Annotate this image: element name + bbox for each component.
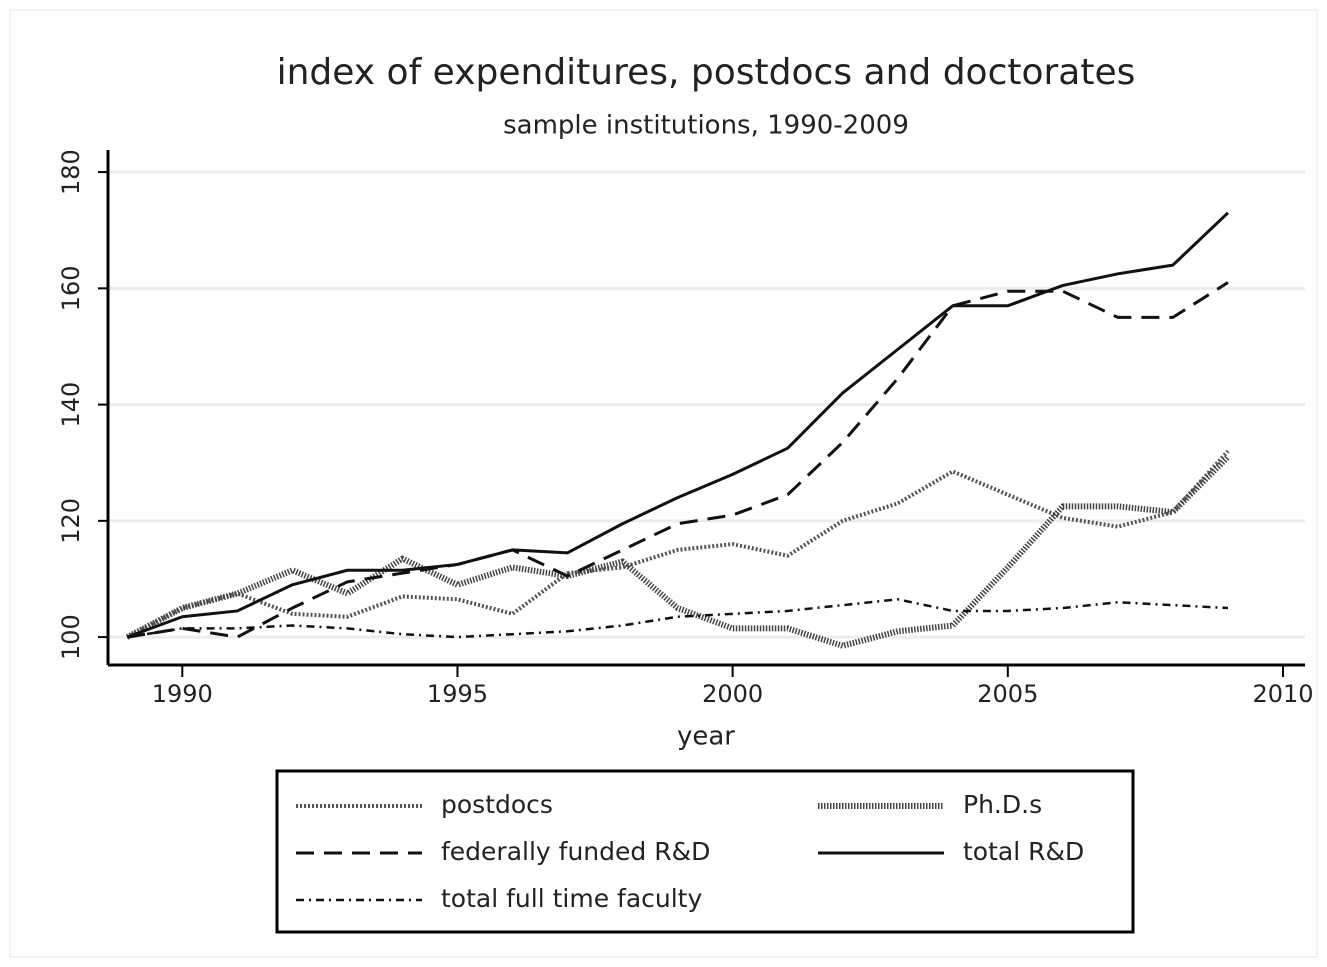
legend-label: Ph.D.s (963, 790, 1042, 819)
series-line (126, 449, 1230, 639)
legend-label: total full time faculty (441, 884, 702, 913)
y-tick-label: 180 (57, 149, 85, 195)
x-tick-label: 2005 (977, 680, 1038, 708)
legend-label: postdocs (441, 790, 553, 819)
chart-subtitle: sample institutions, 1990-2009 (503, 111, 909, 141)
x-axis-title: year (677, 722, 735, 752)
legend-label: total R&D (963, 837, 1084, 866)
chart-title: index of expenditures, postdocs and doct… (277, 52, 1136, 93)
y-tick-label: 140 (57, 382, 85, 428)
y-tick-label: 120 (57, 498, 85, 544)
x-tick-label: 2000 (702, 680, 763, 708)
y-tick-label: 100 (57, 614, 85, 660)
series-line (126, 211, 1229, 639)
x-tick-label: 1995 (427, 680, 488, 708)
x-tick-label: 1990 (152, 680, 213, 708)
legend-label: federally funded R&D (441, 837, 710, 866)
series-line (125, 454, 1231, 649)
y-tick-label: 160 (57, 265, 85, 311)
x-tick-label: 2010 (1252, 680, 1313, 708)
series-line (127, 598, 1229, 639)
